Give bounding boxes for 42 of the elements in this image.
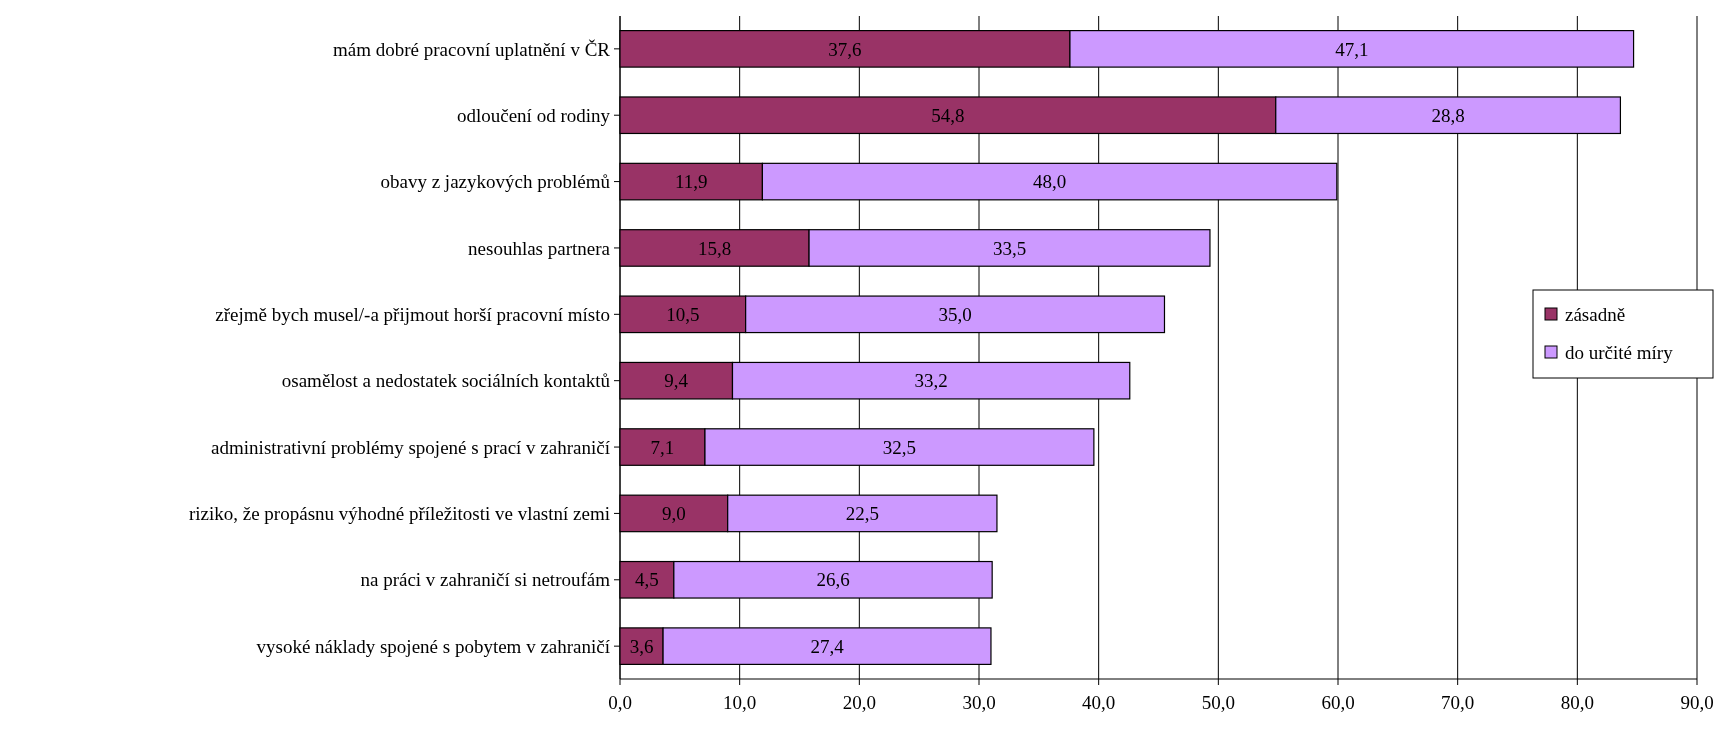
data-label: 11,9 [674,171,708,193]
data-label: 9,4 [664,370,689,392]
x-tick-label: 0,0 [608,692,632,713]
data-label: 4,5 [635,569,659,591]
x-tick-label: 60,0 [1321,692,1355,713]
data-label: 15,8 [697,237,732,259]
y-tick-label: zřejmě bych musel/-a přijmout horší pracovní místo [215,303,610,325]
y-tick-label: vysoké náklady spojené s pobytem v zahraničí [256,635,611,657]
y-tick-label: na práci v zahraničí si netroufám [360,569,611,591]
legend-label: zásadně [1565,303,1626,325]
data-label: 27,4 [810,635,845,657]
data-label: 28,8 [1431,104,1465,126]
legend-label: do určité míry [1565,341,1674,363]
data-label: 7,1 [650,436,675,458]
x-tick-label: 50,0 [1201,692,1235,713]
x-tick-label: 80,0 [1560,692,1594,713]
y-tick-label: obavy z jazykových problémů [380,171,611,193]
y-tick-label: nesouhlas partnera [468,237,611,259]
x-tick-label: 70,0 [1441,692,1475,713]
y-tick-label: administrativní problémy spojené s prací v zahraničí [211,436,611,458]
data-label: 35,0 [938,303,972,325]
data-label: 3,6 [629,635,654,657]
y-tick-label: riziko, že propásnu výhodné příležitosti ve vlastní zemi [188,503,610,525]
data-label: 9,0 [661,503,686,525]
x-tick-label: 20,0 [842,692,876,713]
y-tick-label: odloučení od rodiny [456,104,611,126]
data-label: 22,5 [845,503,879,525]
data-label: 33,5 [992,237,1027,259]
data-label: 54,8 [931,104,965,126]
data-label: 32,5 [882,436,917,458]
data-label: 26,6 [816,569,850,591]
x-tick-label: 10,0 [723,692,757,713]
x-tick-label: 40,0 [1082,692,1116,713]
data-label: 47,1 [1335,38,1369,60]
y-tick-label: osamělost a nedostatek sociálních kontaktů [281,370,611,392]
y-tick-label: mám dobré pracovní uplatnění v ČR [332,38,611,60]
data-label: 48,0 [1032,171,1067,193]
data-label: 10,5 [666,303,700,325]
data-label: 37,6 [828,38,862,60]
data-label: 33,2 [914,370,948,392]
x-tick-label: 30,0 [962,692,996,713]
x-tick-label: 90,0 [1680,692,1714,713]
